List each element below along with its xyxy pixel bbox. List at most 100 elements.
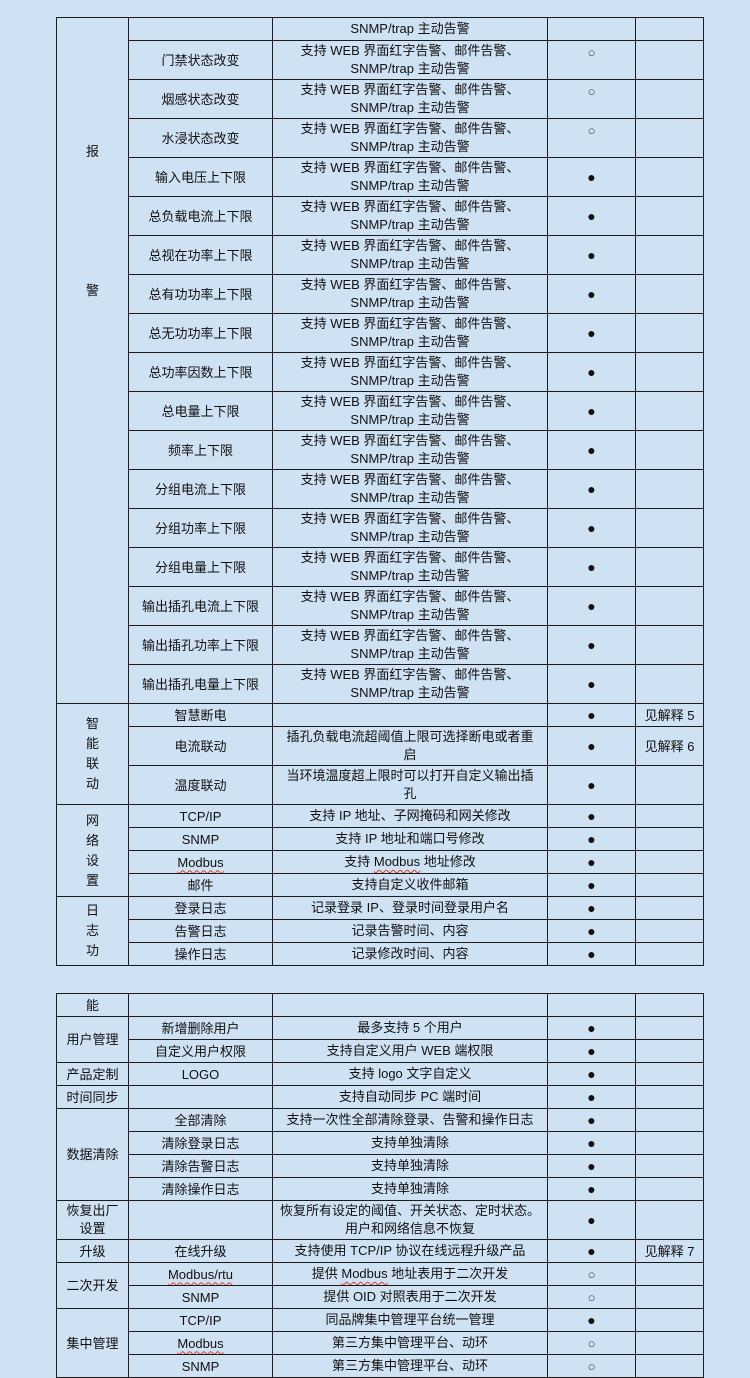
item-cell — [128, 993, 273, 1017]
status-cell: ○ — [547, 40, 636, 80]
item-cell: 清除操作日志 — [128, 1177, 273, 1201]
status-open-icon: ○ — [587, 1358, 596, 1374]
status-cell: ○ — [547, 79, 636, 119]
description-cell: 支持 WEB 界面红字告警、邮件告警、 SNMP/trap 主动告警 — [272, 274, 548, 314]
item-cell: Modbus/rtu — [128, 1262, 273, 1286]
table-row: 分组电量上下限 支持 WEB 界面红字告警、邮件告警、 SNMP/trap 主动告… — [57, 547, 704, 587]
description-cell: 最多支持 5 个用户 — [272, 1016, 548, 1040]
note-cell — [635, 313, 704, 353]
status-filled-icon: ● — [587, 675, 596, 692]
description-cell: 第三方集中管理平台、动环 — [272, 1354, 548, 1378]
table-row: SNMP 提供 OID 对照表用于二次开发 ○ — [57, 1285, 704, 1309]
description-cell: 支持 WEB 界面红字告警、邮件告警、 SNMP/trap 主动告警 — [272, 118, 548, 158]
status-cell — [547, 993, 636, 1017]
description-cell: 支持单独清除 — [272, 1177, 548, 1201]
status-cell: ● — [547, 942, 636, 966]
description-cell: 同品牌集中管理平台统一管理 — [272, 1308, 548, 1332]
item-cell: 总视在功率上下限 — [128, 235, 273, 275]
category-cell: 用户管理 — [56, 1016, 129, 1063]
status-open-icon: ○ — [587, 123, 596, 138]
table-row: 输出插孔电量上下限 支持 WEB 界面红字告警、邮件告警、 SNMP/trap 主… — [57, 664, 704, 704]
item-cell: 门禁状态改变 — [128, 40, 273, 80]
status-filled-icon: ● — [587, 1088, 596, 1105]
table-row: 电流联动 插孔负载电流超阈值上限可选择断电或者重 启 ● 见解释 6 — [57, 726, 704, 766]
description-cell: 支持 WEB 界面红字告警、邮件告警、 SNMP/trap 主动告警 — [272, 430, 548, 470]
spellcheck-wavy-underline-icon: Modbus — [373, 854, 421, 869]
description-cell: 支持 WEB 界面红字告警、邮件告警、 SNMP/trap 主动告警 — [272, 352, 548, 392]
status-open-icon: ○ — [587, 84, 596, 99]
category-char: 报 — [85, 144, 99, 159]
table-row: 能 — [56, 993, 704, 1017]
status-filled-icon: ● — [587, 558, 596, 575]
feature-table-2: 能用户管理 新增删除用户 最多支持 5 个用户 ● 自定义用户权限 支持自定义用户 WEB… — [56, 993, 704, 1378]
item-cell: 全部清除 — [128, 1108, 273, 1132]
item-cell: 清除登录日志 — [128, 1131, 273, 1155]
category-cell: 二次开发 — [56, 1262, 129, 1309]
spellcheck-wavy-underline-icon: Modbus/rtu — [167, 1266, 234, 1282]
table-row: SNMP 第三方集中管理平台、动环 ○ — [57, 1354, 704, 1378]
note-cell — [635, 993, 704, 1017]
description-cell: 记录告警时间、内容 — [272, 919, 548, 943]
table-row: 总功率因数上下限 支持 WEB 界面红字告警、邮件告警、 SNMP/trap 主动… — [57, 352, 704, 392]
item-cell: 总电量上下限 — [128, 391, 273, 431]
table-row: 数据清除 全部清除 支持一次性全部清除登录、告警和操作日志 ● — [56, 1108, 704, 1201]
status-cell: ● — [547, 1239, 636, 1263]
table-row: 时间同步 支持自动同步 PC 端时间 ● — [56, 1085, 704, 1109]
status-cell: ● — [547, 896, 636, 920]
table-row: 二次开发 Modbus/rtu 提供 Modbus 地址表用于二次开发 ○ — [56, 1262, 704, 1309]
item-cell: 分组电量上下限 — [128, 547, 273, 587]
note-cell — [635, 430, 704, 470]
status-cell: ● — [547, 625, 636, 665]
note-cell — [635, 391, 704, 431]
status-filled-icon: ● — [587, 1242, 596, 1259]
status-filled-icon: ● — [587, 1111, 596, 1128]
category-label: 二次开发 — [66, 1278, 119, 1293]
category-label: 数据清除 — [66, 1147, 119, 1162]
note-cell — [635, 1354, 704, 1378]
spellcheck-wavy-underline-icon: Modbus — [177, 1335, 224, 1351]
status-cell: ● — [547, 1016, 636, 1040]
note-cell — [635, 1016, 704, 1040]
item-cell: 操作日志 — [128, 942, 273, 966]
note-cell — [635, 919, 704, 943]
status-cell: ● — [547, 313, 636, 353]
note-cell — [635, 1177, 704, 1201]
note-cell — [635, 274, 704, 314]
table-row: 温度联动 当环境温度超上限时可以打开自定义输出插 孔 ● — [57, 765, 704, 805]
status-filled-icon: ● — [587, 776, 596, 793]
status-cell: ● — [547, 873, 636, 897]
table-row: 分组功率上下限 支持 WEB 界面红字告警、邮件告警、 SNMP/trap 主动告… — [57, 508, 704, 548]
item-cell: 水浸状态改变 — [128, 118, 273, 158]
status-cell: ● — [547, 1108, 636, 1132]
note-cell — [635, 157, 704, 197]
note-cell — [635, 664, 704, 704]
status-filled-icon: ● — [587, 480, 596, 497]
category-cell: 产品定制 — [56, 1062, 129, 1086]
description-cell: 支持 WEB 界面红字告警、邮件告警、 SNMP/trap 主动告警 — [272, 625, 548, 665]
category-cell: 日 志 功 — [56, 896, 129, 966]
description-cell: 插孔负载电流超阈值上限可选择断电或者重 启 — [272, 726, 548, 766]
description-cell: 支持 logo 文字自定义 — [272, 1062, 548, 1086]
status-cell: ● — [547, 430, 636, 470]
category-char: 警 — [85, 283, 99, 298]
table-row: 产品定制 LOGO 支持 logo 文字自定义 ● — [56, 1062, 704, 1086]
note-cell — [635, 942, 704, 966]
description-cell: 支持 WEB 界面红字告警、邮件告警、 SNMP/trap 主动告警 — [272, 196, 548, 236]
note-cell — [635, 1039, 704, 1063]
status-filled-icon: ● — [587, 1042, 596, 1059]
note-cell — [635, 586, 704, 626]
status-filled-icon: ● — [587, 1134, 596, 1151]
status-cell: ● — [547, 726, 636, 766]
description-cell: 支持 WEB 界面红字告警、邮件告警、 SNMP/trap 主动告警 — [272, 547, 548, 587]
status-filled-icon: ● — [587, 1065, 596, 1082]
status-filled-icon: ● — [587, 1311, 596, 1328]
status-cell: ● — [547, 804, 636, 828]
description-cell: 支持 WEB 界面红字告警、邮件告警、 SNMP/trap 主动告警 — [272, 586, 548, 626]
description-cell: 当环境温度超上限时可以打开自定义输出插 孔 — [272, 765, 548, 805]
note-cell — [635, 765, 704, 805]
status-filled-icon: ● — [587, 441, 596, 458]
status-filled-icon: ● — [587, 807, 596, 824]
description-cell: 支持 Modbus 地址修改 — [272, 850, 548, 874]
status-filled-icon: ● — [587, 207, 596, 224]
